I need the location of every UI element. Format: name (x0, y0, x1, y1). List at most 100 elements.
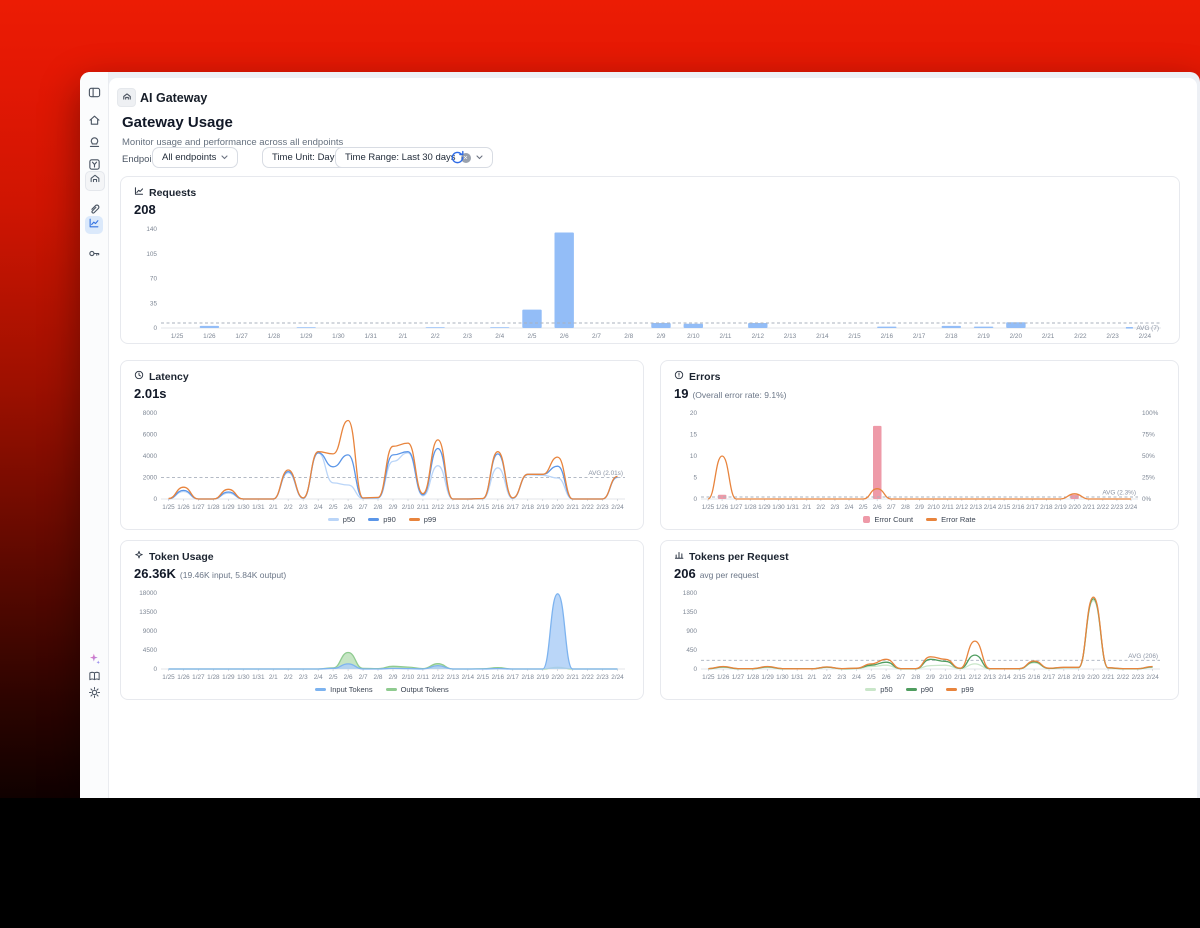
svg-text:9000: 9000 (143, 628, 158, 635)
clock-icon (134, 370, 144, 383)
svg-text:AVG (2.01s): AVG (2.01s) (588, 470, 623, 477)
label-box-icon (88, 158, 101, 171)
svg-text:75%: 75% (1142, 432, 1155, 439)
svg-text:2/16: 2/16 (1012, 504, 1025, 511)
sidebar-item-analytics[interactable] (85, 216, 103, 234)
sidebar-item-settings[interactable] (88, 686, 101, 699)
sidebar-item-stamp[interactable] (88, 136, 101, 149)
svg-text:1/26: 1/26 (203, 333, 216, 340)
time-range-select[interactable]: Time Range: Last 30 days × (335, 147, 493, 168)
svg-text:2/3: 2/3 (299, 504, 308, 511)
svg-text:2/1: 2/1 (269, 504, 278, 511)
svg-text:2/21: 2/21 (1082, 504, 1095, 511)
stamp-icon (88, 136, 101, 149)
svg-text:2/23: 2/23 (1106, 333, 1119, 340)
svg-text:2/13: 2/13 (970, 504, 983, 511)
svg-text:900: 900 (686, 628, 697, 635)
svg-text:2/20: 2/20 (551, 504, 564, 511)
requests-value: 208 (134, 202, 156, 217)
sidebar-item-labels[interactable] (88, 158, 101, 171)
svg-text:2/9: 2/9 (915, 504, 924, 511)
svg-text:2/12: 2/12 (432, 504, 445, 511)
svg-text:1/31: 1/31 (786, 504, 799, 511)
svg-text:2/10: 2/10 (687, 333, 700, 340)
token-usage-card: Token Usage 26.36K (19.46K input, 5.84K o… (120, 540, 644, 700)
svg-text:2/12: 2/12 (432, 674, 445, 681)
svg-text:2/24: 2/24 (1146, 674, 1159, 681)
requests-title: Requests (149, 186, 197, 199)
svg-text:2/5: 2/5 (528, 333, 537, 340)
sidebar-item-panel-toggle[interactable] (88, 86, 101, 99)
token-usage-card-header: Token Usage (134, 550, 214, 563)
errors-value: 19 (Overall error rate: 9.1%) (674, 386, 787, 401)
gateway-icon (122, 89, 132, 107)
svg-text:2/10: 2/10 (927, 504, 940, 511)
page: AI Gateway Gateway Usage Monitor usage a… (109, 78, 1197, 798)
latency-card-header: Latency (134, 370, 189, 383)
sidebar-item-home[interactable] (88, 114, 101, 127)
svg-text:AVG (206): AVG (206) (1128, 653, 1158, 660)
svg-text:1/26: 1/26 (177, 504, 190, 511)
svg-text:AVG (2.3%): AVG (2.3%) (1102, 490, 1136, 497)
svg-text:2/23: 2/23 (596, 674, 609, 681)
svg-text:1/29: 1/29 (222, 504, 235, 511)
svg-text:2/1: 2/1 (269, 674, 278, 681)
alert-circle-icon (674, 370, 684, 383)
endpoint-select[interactable]: All endpoints (152, 147, 239, 168)
svg-text:20: 20 (690, 410, 698, 417)
tokens-per-request-card-header: Tokens per Request (674, 550, 789, 563)
svg-text:13500: 13500 (139, 609, 157, 616)
svg-text:1/30: 1/30 (776, 674, 789, 681)
panel-toggle-icon (88, 86, 101, 99)
svg-text:2/10: 2/10 (402, 674, 415, 681)
svg-text:1/27: 1/27 (192, 504, 205, 511)
svg-text:2/21: 2/21 (1102, 674, 1115, 681)
sidebar-item-api-keys[interactable] (88, 247, 101, 260)
refresh-button[interactable] (450, 150, 465, 165)
app-window: AI Gateway Gateway Usage Monitor usage a… (80, 72, 1200, 798)
svg-text:1/28: 1/28 (268, 333, 281, 340)
svg-text:2/15: 2/15 (998, 504, 1011, 511)
svg-text:2/8: 2/8 (624, 333, 633, 340)
line-chart-icon (134, 186, 144, 199)
svg-text:1/27: 1/27 (235, 333, 248, 340)
svg-text:2/14: 2/14 (998, 674, 1011, 681)
svg-text:2/9: 2/9 (926, 674, 935, 681)
svg-text:2/18: 2/18 (1040, 504, 1053, 511)
errors-card: Errors 19 (Overall error rate: 9.1%) 0 5 10… (660, 360, 1179, 530)
svg-text:2/1: 2/1 (808, 674, 817, 681)
book-icon (88, 670, 101, 683)
svg-text:2/13: 2/13 (447, 674, 460, 681)
sidebar-item-gateway[interactable] (85, 171, 105, 191)
svg-text:2/20: 2/20 (551, 674, 564, 681)
svg-text:4000: 4000 (143, 453, 158, 460)
svg-text:1/29: 1/29 (222, 674, 235, 681)
svg-text:50%: 50% (1142, 453, 1155, 460)
svg-text:1800: 1800 (683, 590, 698, 597)
legend-item: Output Tokens (385, 685, 449, 694)
svg-text:2/15: 2/15 (477, 504, 490, 511)
svg-text:8000: 8000 (143, 410, 158, 417)
sparkle-icon (88, 652, 101, 665)
svg-text:2/17: 2/17 (1026, 504, 1039, 511)
svg-text:0: 0 (153, 325, 157, 332)
time-unit-value: Time Unit: Day (272, 152, 335, 163)
svg-text:2/5: 2/5 (329, 674, 338, 681)
svg-text:2/5: 2/5 (329, 504, 338, 511)
paperclip-icon (88, 203, 101, 216)
sidebar-item-attachments[interactable] (88, 203, 101, 216)
page-subtitle: Monitor usage and performance across all… (122, 137, 344, 148)
clear-filter-icon[interactable]: × (460, 152, 471, 163)
svg-text:2/10: 2/10 (402, 504, 415, 511)
svg-text:2/10: 2/10 (939, 674, 952, 681)
sidebar-item-ai[interactable] (88, 652, 101, 665)
legend-item: p50 (327, 515, 355, 524)
svg-text:1350: 1350 (683, 609, 698, 616)
svg-text:1/25: 1/25 (702, 504, 715, 511)
svg-text:105: 105 (146, 251, 157, 258)
svg-text:1/28: 1/28 (744, 504, 757, 511)
svg-text:2/1: 2/1 (398, 333, 407, 340)
svg-text:2/15: 2/15 (1013, 674, 1026, 681)
sidebar-item-docs[interactable] (88, 670, 101, 683)
svg-text:1/27: 1/27 (732, 674, 745, 681)
